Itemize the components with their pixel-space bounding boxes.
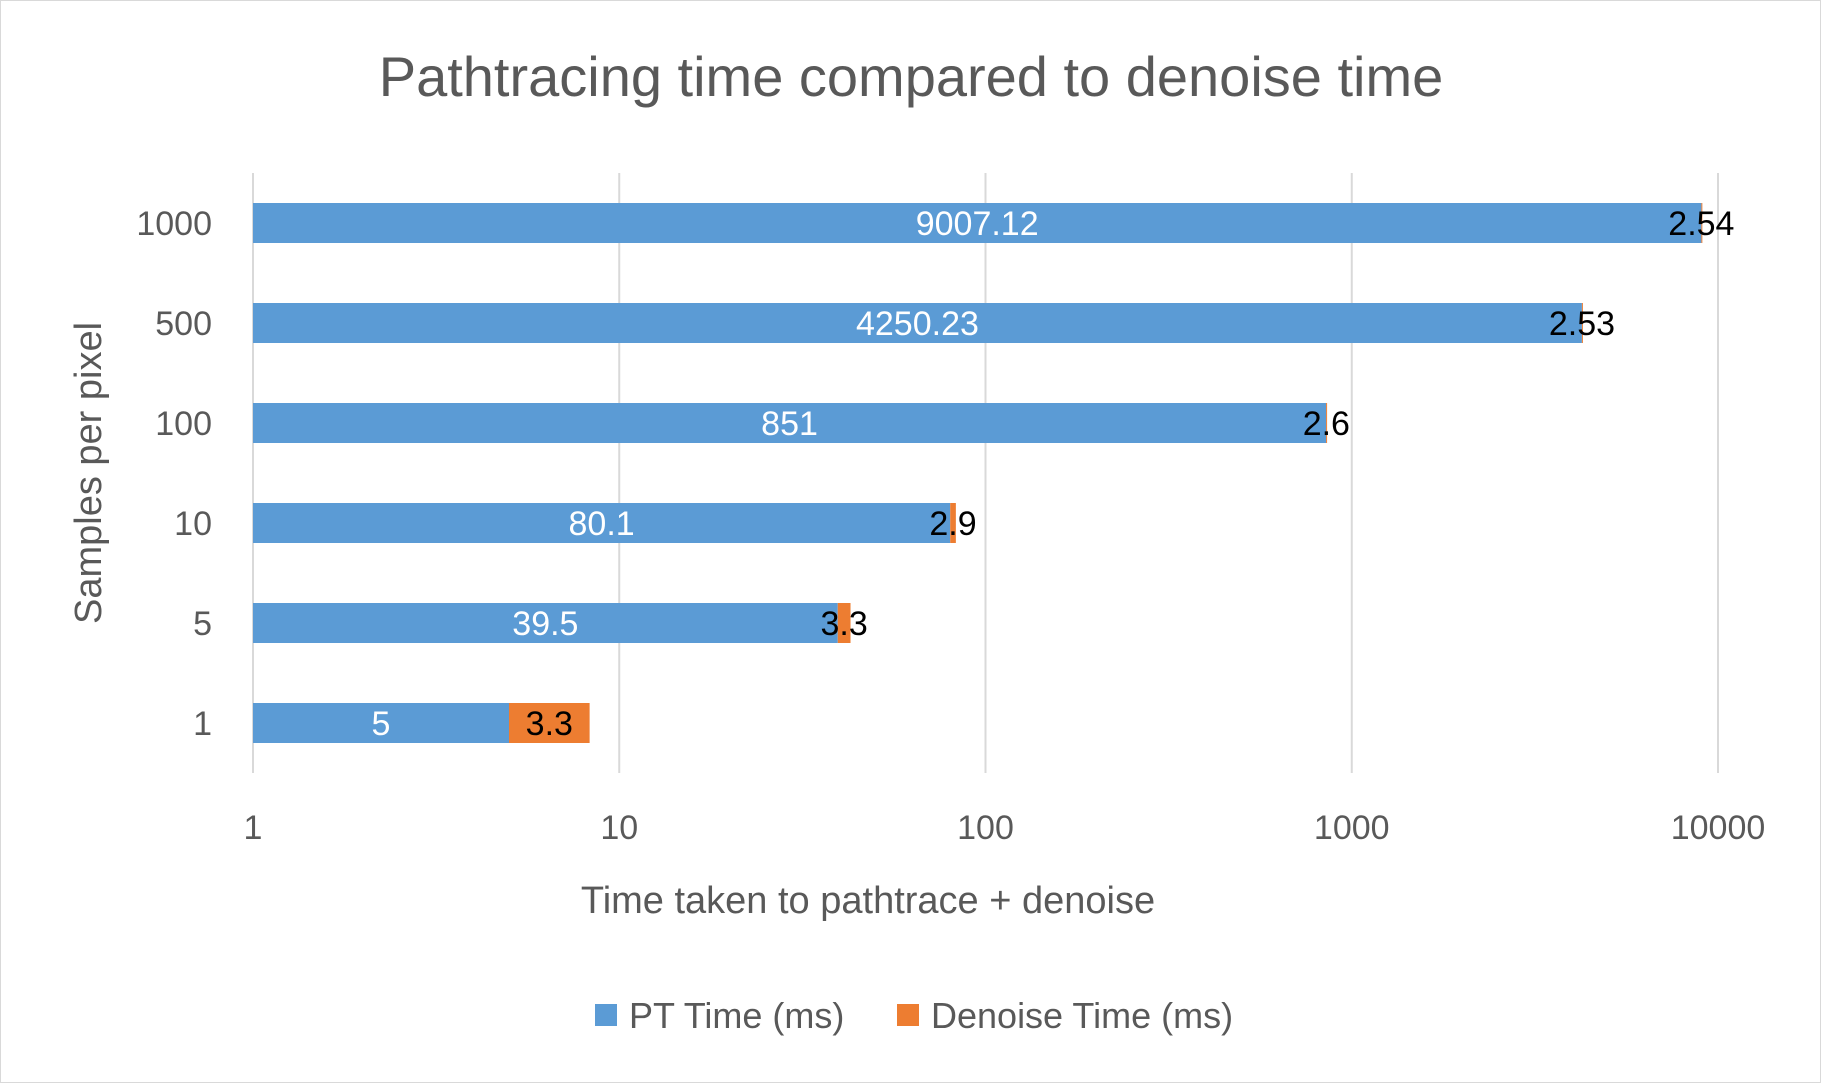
bar-denoise-time-500 — [1581, 303, 1583, 343]
bars — [253, 203, 1703, 743]
y-tick-label-100: 100 — [155, 405, 212, 443]
bar-denoise-time-5 — [837, 603, 851, 643]
bar-pt-time-10 — [253, 503, 951, 543]
gridlines — [252, 173, 1719, 773]
y-tick-label-1: 1 — [193, 705, 212, 743]
bar-pt-time-5 — [253, 603, 838, 643]
data-label-pt-time-500: 4250.23 — [856, 305, 979, 343]
bar-denoise-time-1 — [508, 703, 590, 743]
y-axis-title: Samples per pixel — [68, 322, 110, 624]
legend-label-denoise-time: Denoise Time (ms) — [931, 995, 1233, 1036]
legend: PT Time (ms) Denoise Time (ms) — [595, 995, 1233, 1036]
y-tick-label-5: 5 — [193, 605, 212, 643]
data-label-denoise-time-1: 3.3 — [526, 705, 573, 743]
bar-pt-time-1000 — [253, 203, 1702, 243]
bar-pt-time-100 — [253, 403, 1327, 443]
chart-title: Pathtracing time compared to denoise tim… — [379, 45, 1444, 108]
y-axis-ticks: 1 5 10 100 500 1000 — [136, 205, 212, 743]
legend-swatch-denoise-time — [897, 1004, 919, 1026]
bar-pt-time-1 — [253, 703, 509, 743]
bar-denoise-time-1000 — [1701, 203, 1703, 243]
y-tick-label-500: 500 — [155, 305, 212, 343]
x-tick-label-1: 1 — [244, 809, 263, 847]
data-label-denoise-time-10: 2.9 — [929, 505, 976, 543]
bar-denoise-time-100 — [1326, 403, 1328, 443]
x-tick-label-10000: 10000 — [1671, 809, 1766, 847]
x-tick-label-100: 100 — [957, 809, 1014, 847]
data-label-pt-time-5: 39.5 — [512, 605, 578, 643]
data-label-denoise-time-100: 2.6 — [1303, 405, 1350, 443]
bar-pt-time-500 — [253, 303, 1582, 343]
data-label-pt-time-10: 80.1 — [569, 505, 635, 543]
data-labels: 5 3.3 39.5 3.3 80.1 2.9 851 2.6 4250.23 2.53 9007.… — [372, 205, 1735, 743]
y-tick-label-10: 10 — [174, 505, 212, 543]
x-tick-label-1000: 1000 — [1314, 809, 1390, 847]
legend-label-pt-time: PT Time (ms) — [629, 995, 844, 1036]
legend-swatch-pt-time — [595, 1004, 617, 1026]
bar-denoise-time-10 — [950, 503, 956, 543]
x-tick-label-10: 10 — [600, 809, 638, 847]
y-tick-label-1000: 1000 — [136, 205, 212, 243]
data-label-pt-time-1: 5 — [372, 705, 391, 743]
x-axis-title: Time taken to pathtrace + denoise — [581, 880, 1155, 922]
x-axis-ticks: 1 10 100 1000 10000 — [244, 809, 1766, 847]
data-label-pt-time-1000: 9007.12 — [916, 205, 1039, 243]
data-label-denoise-time-500: 2.53 — [1549, 305, 1615, 343]
data-label-pt-time-100: 851 — [761, 405, 818, 443]
data-label-denoise-time-1000: 2.54 — [1668, 205, 1734, 243]
data-label-denoise-time-5: 3.3 — [821, 605, 868, 643]
